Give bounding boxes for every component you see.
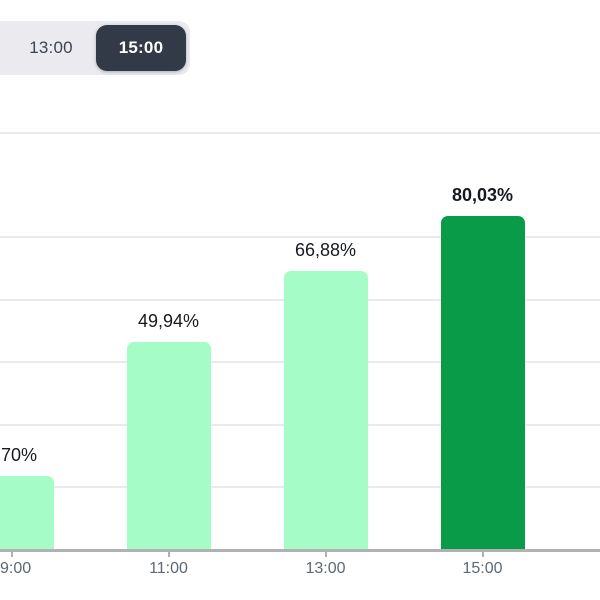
x-tick-label: 15:00 [462, 560, 503, 577]
axis-tick [481, 551, 484, 557]
x-tick-label: 13:00 [305, 560, 346, 577]
bar-value-label: 80,03% [451, 185, 514, 205]
bar-9-00[interactable] [0, 476, 54, 550]
bar-11-00[interactable] [126, 341, 211, 550]
axis-tick [10, 551, 13, 557]
gridline [0, 235, 600, 238]
bar-value-label: 66,88% [294, 239, 357, 260]
axis-tick [167, 551, 170, 557]
bar-13-00[interactable] [283, 270, 368, 550]
bar-15-00[interactable] [440, 216, 525, 550]
axis-tick [324, 551, 327, 557]
x-tick-label: 9:00 [0, 560, 32, 577]
x-tick-label: 11:00 [149, 560, 188, 577]
bar-value-label: 49,94% [137, 310, 200, 331]
gridline [0, 131, 600, 134]
segment-option-15-00[interactable]: 15:00 [96, 25, 186, 71]
time-segmented-control: 13:00 15:00 [0, 21, 190, 75]
segment-option-13-00[interactable]: 13:00 [6, 25, 96, 71]
x-axis-line [0, 549, 600, 552]
bar-value-label: 70% [1, 445, 38, 466]
